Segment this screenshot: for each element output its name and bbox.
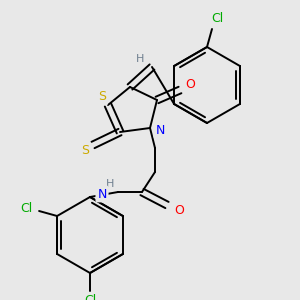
Text: H: H xyxy=(136,54,144,64)
Text: Cl: Cl xyxy=(84,295,96,300)
Text: O: O xyxy=(185,79,195,92)
Text: Cl: Cl xyxy=(20,202,32,215)
Text: N: N xyxy=(97,188,107,200)
Text: H: H xyxy=(106,179,114,189)
Text: S: S xyxy=(98,91,106,103)
Text: N: N xyxy=(155,124,165,136)
Text: Cl: Cl xyxy=(211,13,223,26)
Text: S: S xyxy=(81,143,89,157)
Text: O: O xyxy=(174,203,184,217)
